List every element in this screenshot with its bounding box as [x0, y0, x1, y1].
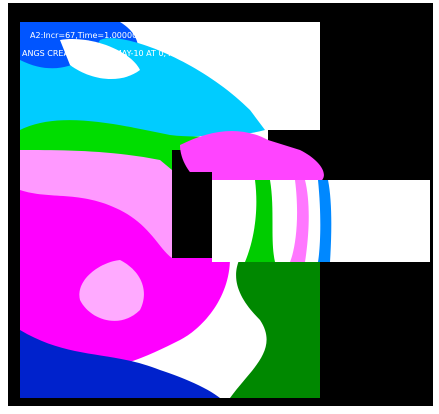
header-line: ANGS CREATED ON 04-MAY-10 AT 0, A2:Incr=…	[22, 49, 289, 58]
plate	[20, 22, 324, 398]
header-line: A2:Incr=67,Time=1.00000, Str	[30, 31, 154, 40]
contour-white-spot	[60, 39, 140, 80]
insert-block	[212, 180, 430, 262]
contour-light-pink	[79, 260, 144, 321]
insert-blue-band	[318, 180, 332, 262]
notch	[172, 172, 212, 258]
contour-hotspot	[180, 130, 324, 182]
insert-green-band	[245, 180, 275, 262]
insert-pink-band	[290, 180, 309, 262]
contour-dark-blue	[20, 330, 220, 398]
contour-dark-green	[230, 258, 320, 398]
